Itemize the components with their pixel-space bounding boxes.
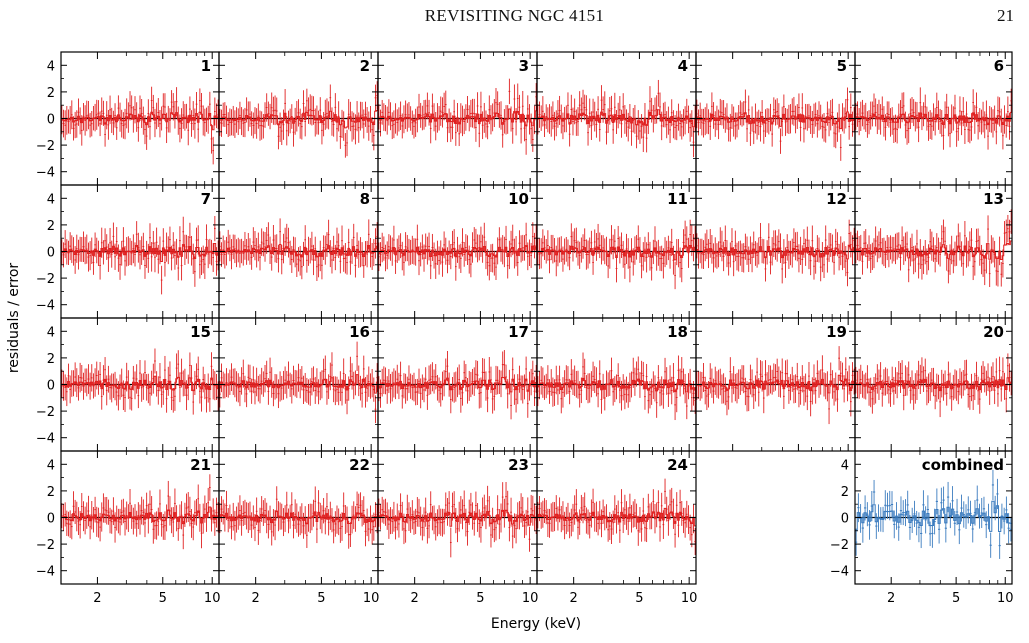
y-tick-label: 0 xyxy=(47,113,55,128)
model-step-line xyxy=(378,377,537,393)
panel-label: 19 xyxy=(826,323,847,341)
panel-label: 7 xyxy=(201,190,211,208)
model-step-line xyxy=(378,108,537,127)
y-tick-label: 2 xyxy=(47,352,55,367)
model-step-line xyxy=(537,109,696,128)
x-tick-label: 10 xyxy=(204,591,221,606)
panel-10: 10 xyxy=(377,184,538,319)
y-tick-label: 0 xyxy=(47,246,55,261)
panel-20: 20 xyxy=(854,317,1013,452)
panel-label: 18 xyxy=(667,323,688,341)
y-tick-label: 4 xyxy=(47,192,55,207)
panel-label: 22 xyxy=(349,456,370,474)
x-tick-label: 2 xyxy=(252,591,260,606)
x-tick-label: 10 xyxy=(522,591,539,606)
model-step-line xyxy=(696,111,855,130)
y-tick-label: −2 xyxy=(36,405,55,420)
model-step-line xyxy=(537,245,696,261)
panel-21: −4 −2 0 2 4 2 5 10 21 xyxy=(36,450,221,606)
panel-label: 21 xyxy=(190,456,211,474)
y-tick-label: 4 xyxy=(47,458,55,473)
panel-label: 11 xyxy=(667,190,688,208)
panel-label: 16 xyxy=(349,323,370,341)
x-tick-label: 10 xyxy=(363,591,380,606)
panel-label: 5 xyxy=(837,57,847,75)
model-step-line xyxy=(537,377,696,393)
y-tick-label: −4 xyxy=(36,166,55,181)
panel-label: 4 xyxy=(678,57,688,75)
x-tick-label: 5 xyxy=(159,591,167,606)
panel-8: 8 xyxy=(218,184,379,319)
panel-11: 11 xyxy=(536,184,697,319)
y-tick-label: 4 xyxy=(47,59,55,74)
model-step-line xyxy=(855,240,1012,260)
panel-label: 12 xyxy=(826,190,847,208)
panel-label: 1 xyxy=(201,57,211,75)
y-tick-label: −2 xyxy=(36,272,55,287)
panel-5: 5 xyxy=(695,51,856,186)
panel-label: 8 xyxy=(360,190,370,208)
model-step-line xyxy=(696,374,855,394)
panel-13: 13 xyxy=(854,184,1013,319)
running-head: REVISITING NGC 4151 21 xyxy=(0,6,1029,34)
panel-label: 13 xyxy=(983,190,1004,208)
page-number: 21 xyxy=(997,6,1014,25)
panel-17: 17 xyxy=(377,317,538,452)
y-tick-label: −4 xyxy=(36,432,55,447)
panel-1: −4 −2 0 2 4 1 xyxy=(36,51,220,186)
x-tick-label: 5 xyxy=(317,591,325,606)
y-tick-label: −2 xyxy=(36,139,55,154)
panel-label: 10 xyxy=(508,190,529,208)
panel-16: 16 xyxy=(218,317,379,452)
x-tick-label: 5 xyxy=(476,591,484,606)
y-tick-label: −2 xyxy=(36,538,55,553)
x-tick-label: 2 xyxy=(93,591,101,606)
model-step-line xyxy=(855,111,1012,126)
y-tick-label: 2 xyxy=(47,485,55,500)
y-tick-label: −4 xyxy=(36,299,55,314)
panel-4: 4 xyxy=(536,51,697,186)
panel-22: 2 5 10 22 xyxy=(218,450,380,606)
panel-19: 19 xyxy=(695,317,856,452)
panel-label: 15 xyxy=(190,323,211,341)
panel-15: −4 −2 0 2 4 15 xyxy=(36,317,220,452)
y-tick-label: 2 xyxy=(47,219,55,234)
model-step-line xyxy=(219,109,378,129)
y-tick-label: 2 xyxy=(47,86,55,101)
panel-label: 23 xyxy=(508,456,529,474)
y-tick-label: −4 xyxy=(36,565,55,580)
panel-label: 3 xyxy=(519,57,529,75)
model-step-line xyxy=(219,374,378,394)
model-step-line xyxy=(378,245,537,258)
model-step-line xyxy=(219,510,378,525)
panel-12: 12 xyxy=(695,184,856,319)
y-tick-label: 0 xyxy=(47,379,55,394)
panel-label: 2 xyxy=(360,57,370,75)
model-step-line xyxy=(61,506,219,525)
panel-23: 2 5 10 23 xyxy=(377,450,539,606)
model-step-line xyxy=(378,509,537,527)
model-step-line xyxy=(61,111,219,131)
y-tick-label: 0 xyxy=(47,512,55,527)
panel-3: 3 xyxy=(377,51,538,186)
panel-label: 17 xyxy=(508,323,529,341)
panel-7: −4 −2 0 2 4 7 xyxy=(36,184,220,319)
panel-18: 18 xyxy=(536,317,697,452)
model-step-line xyxy=(61,242,219,262)
paper-title: REVISITING NGC 4151 xyxy=(424,6,605,25)
y-tick-label: 4 xyxy=(47,325,55,340)
model-step-line xyxy=(219,244,378,258)
model-step-line xyxy=(61,375,219,392)
panel-label: 6 xyxy=(994,57,1004,75)
panel-6: 6 xyxy=(854,51,1013,186)
model-step-line xyxy=(855,377,1012,392)
panel-label: 20 xyxy=(983,323,1004,341)
panel-2: 2 xyxy=(218,51,379,186)
model-step-line xyxy=(696,244,855,260)
x-tick-label: 2 xyxy=(411,591,419,606)
